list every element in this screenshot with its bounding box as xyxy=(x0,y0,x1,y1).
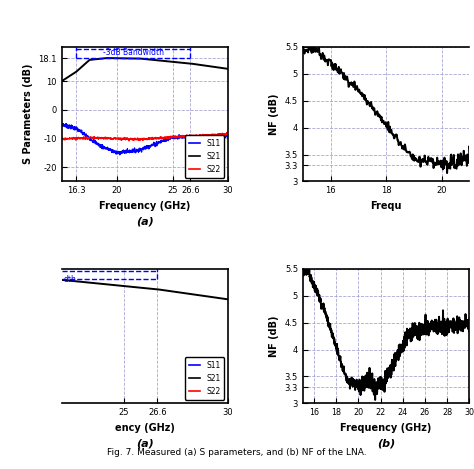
Y-axis label: NF (dB): NF (dB) xyxy=(269,315,279,357)
Legend: S11, S21, S22: S11, S21, S22 xyxy=(185,357,224,400)
Text: -3dB Bandwidth: -3dB Bandwidth xyxy=(103,48,164,57)
Text: (b): (b) xyxy=(377,439,395,448)
Y-axis label: NF (dB): NF (dB) xyxy=(269,93,279,135)
X-axis label: ency (GHz): ency (GHz) xyxy=(115,423,175,433)
Legend: S11, S21, S22: S11, S21, S22 xyxy=(185,136,224,178)
Y-axis label: S Parameters (dB): S Parameters (dB) xyxy=(23,64,33,165)
Text: (a): (a) xyxy=(136,439,154,448)
Text: dth: dth xyxy=(64,275,77,284)
X-axis label: Frequency (GHz): Frequency (GHz) xyxy=(340,423,432,433)
X-axis label: Frequency (GHz): Frequency (GHz) xyxy=(99,201,191,211)
Text: Fig. 7. Measured (a) S parameters, and (b) NF of the LNA.: Fig. 7. Measured (a) S parameters, and (… xyxy=(107,448,367,457)
X-axis label: Frequ: Frequ xyxy=(370,201,402,211)
Text: (a): (a) xyxy=(136,217,154,227)
